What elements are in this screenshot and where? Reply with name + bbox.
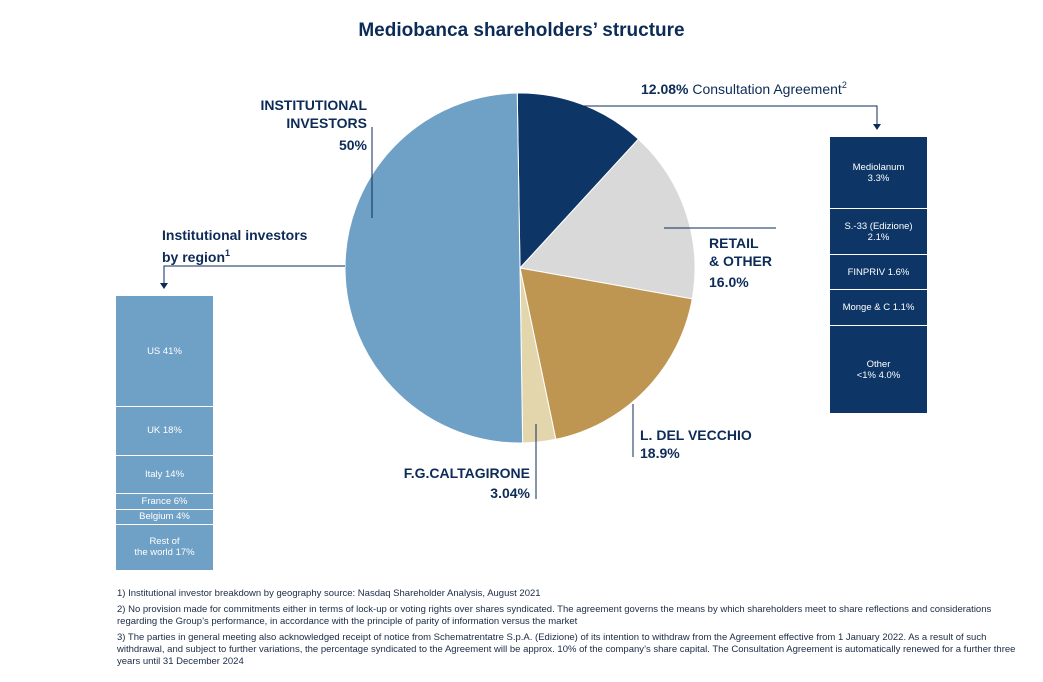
region-segment-label: Italy 14% xyxy=(144,468,185,480)
pie-slice-consultation xyxy=(516,92,640,270)
label-delvecchio-name: L. DEL VECCHIO xyxy=(640,427,752,443)
consult-segment-label: Other xyxy=(866,358,891,370)
consult-sup: 2 xyxy=(841,80,847,90)
leader-region xyxy=(163,265,345,285)
leader-consultation xyxy=(580,105,878,126)
arrow-region xyxy=(160,283,168,289)
region-title-sup: 1 xyxy=(225,248,231,258)
region-stack: US 41% UK 18% Italy 14% France 6% Belgium 4%… xyxy=(116,296,213,571)
label-retail-line2: & OTHER xyxy=(709,253,772,269)
consult-segment-value: 3.3% xyxy=(867,172,890,184)
region-segment-5: Rest of the world 17% xyxy=(116,525,213,571)
label-institutional-line1: INSTITUTIONAL xyxy=(260,97,367,113)
label-institutional-line2: INVESTORS xyxy=(286,115,367,131)
region-segment-2: Italy 14% xyxy=(116,456,213,494)
consult-segment-0: Mediolanum 3.3% xyxy=(830,137,927,210)
consult-segment-label: Mediolanum xyxy=(852,161,905,173)
consult-segment-3: Monge & C 1.1% xyxy=(830,290,927,327)
label-caltagirone-pct: 3.04% xyxy=(490,485,530,501)
label-delvecchio: L. DEL VECCHIO 18.9% xyxy=(640,426,752,462)
region-segment-label: US 41% xyxy=(147,345,182,357)
consult-text: Consultation Agreement xyxy=(688,81,842,97)
label-retail-line1: RETAIL xyxy=(709,235,759,251)
pie-slice-institutional xyxy=(344,92,524,444)
pie-slice-delvecchio xyxy=(519,267,693,440)
region-segment-1: UK 18% xyxy=(116,407,213,456)
consult-segment-value: <1% 4.0% xyxy=(856,369,901,381)
region-segment-label: Belgium 4% xyxy=(139,511,190,523)
region-segment-label: Rest of xyxy=(149,536,180,548)
footnote-2: 2) No provision made for commitments eit… xyxy=(117,604,992,627)
consult-segment-1: S.-33 (Edizione) 2.1% xyxy=(830,209,927,256)
label-delvecchio-pct: 18.9% xyxy=(640,445,680,461)
region-segment-label: France 6% xyxy=(141,495,188,507)
footnote-3: 3) The parties in general meeting also a… xyxy=(117,632,1016,667)
footnote-1: 1) Institutional investor breakdown by g… xyxy=(117,588,541,599)
label-retail: RETAIL & OTHER 16.0% xyxy=(709,234,772,291)
label-retail-pct: 16.0% xyxy=(709,274,749,290)
region-title-line1: Institutional investors xyxy=(162,227,308,243)
consult-pct: 12.08% xyxy=(641,81,689,97)
chart-title: Mediobanca shareholders’ structure xyxy=(358,20,685,41)
region-title-line2: by region xyxy=(162,249,226,265)
label-consultation: 12.08% Consultation Agreement2 xyxy=(641,80,847,97)
consult-segment-value: 2.1% xyxy=(867,231,890,243)
label-caltagirone-name: F.G.CALTAGIRONE xyxy=(403,465,530,481)
consult-segment-label: FINPRIV 1.6% xyxy=(847,266,910,278)
region-title: Institutional investors by region1 xyxy=(162,226,307,266)
label-institutional-pct: 50% xyxy=(338,137,367,153)
region-segment-value: the world 17% xyxy=(134,547,195,559)
consult-segment-4: Other <1% 4.0% xyxy=(830,326,927,414)
pie-slice-retail xyxy=(519,138,696,300)
consult-segment-label: S.-33 (Edizione) xyxy=(844,220,913,232)
consult-segment-2: FINPRIV 1.6% xyxy=(830,255,927,291)
region-segment-label: UK 18% xyxy=(147,425,182,437)
footnotes: 1) Institutional investor breakdown by g… xyxy=(117,588,1017,672)
arrow-consultation xyxy=(873,124,881,130)
label-institutional: INSTITUTIONAL INVESTORS 50% xyxy=(255,96,367,154)
consult-segment-label: Monge & C 1.1% xyxy=(842,302,915,314)
consult-stack: Mediolanum 3.3% S.-33 (Edizione) 2.1% FINPRI… xyxy=(830,137,927,414)
region-segment-4: Belgium 4% xyxy=(116,510,213,525)
region-segment-3: France 6% xyxy=(116,494,213,510)
label-caltagirone: F.G.CALTAGIRONE 3.04% xyxy=(400,464,530,502)
region-segment-0: US 41% xyxy=(116,296,213,408)
